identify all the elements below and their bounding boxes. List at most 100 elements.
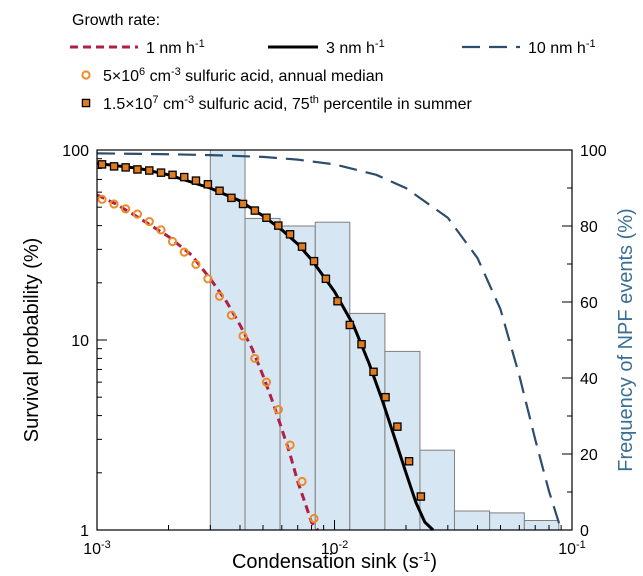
series-4-point-15 <box>274 221 283 230</box>
series-4-point-4 <box>145 166 154 175</box>
y2-tick-label-2: 40 <box>580 371 598 388</box>
series-3-point-13 <box>250 353 260 364</box>
series-4-point-20 <box>333 296 342 306</box>
legend-label-sup: 6 <box>139 66 145 78</box>
x-tick-label-exp: -1 <box>576 539 586 551</box>
series-4-point-17 <box>297 242 307 251</box>
series-4-point-2 <box>121 163 130 172</box>
series-3-point-9 <box>203 274 213 284</box>
series-4-point-0 <box>97 160 107 169</box>
x-tick-label-exp: -3 <box>101 539 111 551</box>
y-tick-label-0: 1 <box>80 523 89 540</box>
series-4-point-16 <box>285 230 295 239</box>
series-4-point-12 <box>238 199 248 209</box>
y2-tick-label-5: 100 <box>580 143 607 160</box>
series-4-point-13 <box>250 206 260 215</box>
series-3-point-3 <box>132 209 143 219</box>
x-tick-label-2: 10-1 <box>558 539 586 558</box>
series-markers <box>97 160 426 524</box>
series-4-point-6 <box>168 170 177 180</box>
series-3-point-17 <box>297 476 307 487</box>
npf-bar-6 <box>419 449 455 531</box>
series-line-2 <box>96 152 563 531</box>
series-3-point-8 <box>191 259 201 269</box>
y-tick-label-1: 10 <box>71 333 89 350</box>
x-tick-label-exp: -2 <box>339 539 349 551</box>
x-axis-title: Condensation sink (s-1) <box>232 549 437 574</box>
legend-label-pre: 5×10 <box>103 68 139 85</box>
legend-label-end2: percentile in summer <box>319 96 473 113</box>
series-3-point-5 <box>156 225 166 235</box>
series-3-point-12 <box>238 331 248 341</box>
series-4-point-25 <box>393 422 402 431</box>
legend-label-end: sulfuric acid, annual median <box>181 68 384 85</box>
legend-marker-circle <box>81 70 91 80</box>
legend-title: Growth rate: <box>72 12 160 29</box>
legend-label-end: sulfuric acid, 75 <box>194 96 310 113</box>
legend-label-sup2: -3 <box>184 94 194 106</box>
y-axis-title: Survival probability (%) <box>21 238 43 443</box>
legend-marker-square <box>81 98 91 108</box>
x-tick-label-base: 10 <box>558 541 576 558</box>
npf-frequency-bars <box>209 149 560 531</box>
y-tick-label-2: 100 <box>62 143 89 160</box>
series-4-point-27 <box>416 492 426 501</box>
series-4-point-22 <box>357 339 366 349</box>
npf-bar-7 <box>453 510 491 531</box>
x-tick-label-0: 10-3 <box>83 539 111 558</box>
legend-label-name: 10 nm h <box>528 40 586 57</box>
series-3-point-0 <box>97 194 107 204</box>
series-4-point-19 <box>321 274 331 284</box>
series-3-point-7 <box>179 247 189 257</box>
legend-label-3: 5×106 cm-3 sulfuric acid, annual median <box>103 66 384 85</box>
x-tick-label-base: 10 <box>83 541 101 558</box>
series-3-point-4 <box>144 216 154 227</box>
x-axis-title-sup: -1 <box>419 549 431 564</box>
npf-bar-9 <box>523 520 560 531</box>
series-4-point-23 <box>369 367 378 377</box>
legend-label-sup: -1 <box>195 38 205 50</box>
series-4-point-14 <box>262 213 271 222</box>
series-4-point-7 <box>179 172 189 182</box>
series-4-point-11 <box>227 193 236 203</box>
legend-label-4: 1.5×107 cm-3 sulfuric acid, 75th percent… <box>103 94 472 113</box>
legend-label-sup: 7 <box>152 94 158 106</box>
legend-label-sup: -1 <box>375 38 385 50</box>
legend-label-post: cm <box>145 68 171 85</box>
series-3-point-6 <box>167 236 178 247</box>
series-3-point-18 <box>309 513 319 524</box>
npf-bar-0 <box>209 149 246 531</box>
series-4-point-9 <box>203 180 213 189</box>
series-4-point-10 <box>215 186 224 196</box>
series-3-point-15 <box>273 405 283 415</box>
legend-label-0: 1 nm h-1 <box>146 38 205 57</box>
series-4-point-5 <box>156 168 166 177</box>
series-3-point-1 <box>109 199 119 209</box>
series-4-point-8 <box>191 176 201 185</box>
series-3-point-11 <box>226 310 236 320</box>
series-4-point-26 <box>404 457 414 466</box>
series-4-point-24 <box>381 392 390 402</box>
y2-axis-title: Frequency of NPF events (%) <box>615 208 637 471</box>
series-4-point-1 <box>109 162 119 171</box>
legend-label-sup: -1 <box>586 38 596 50</box>
npf-bar-2 <box>279 225 316 531</box>
x-tick-label-1: 10-2 <box>321 539 349 558</box>
x-axis-title-end: ) <box>430 551 437 573</box>
legend-label-name: 1 nm h <box>146 40 195 57</box>
legend-label-name: 3 nm h <box>326 40 375 57</box>
series-3-point-10 <box>214 291 225 301</box>
series-4-point-3 <box>133 165 142 174</box>
legend-label-2: 10 nm h-1 <box>528 38 596 57</box>
y2-tick-label-4: 80 <box>580 219 598 236</box>
npf-bar-4 <box>349 312 386 531</box>
legend-label-sup2: -3 <box>171 66 181 78</box>
legend-label-post: cm <box>159 96 185 113</box>
legend: Growth rate: 1 nm h-1 3 nm h-1 10 nm h-15×… <box>70 12 596 113</box>
npf-bar-3 <box>314 221 351 531</box>
y2-tick-label-3: 60 <box>580 295 598 312</box>
series-3-point-16 <box>285 440 295 450</box>
x-tick-label-base: 10 <box>321 541 339 558</box>
